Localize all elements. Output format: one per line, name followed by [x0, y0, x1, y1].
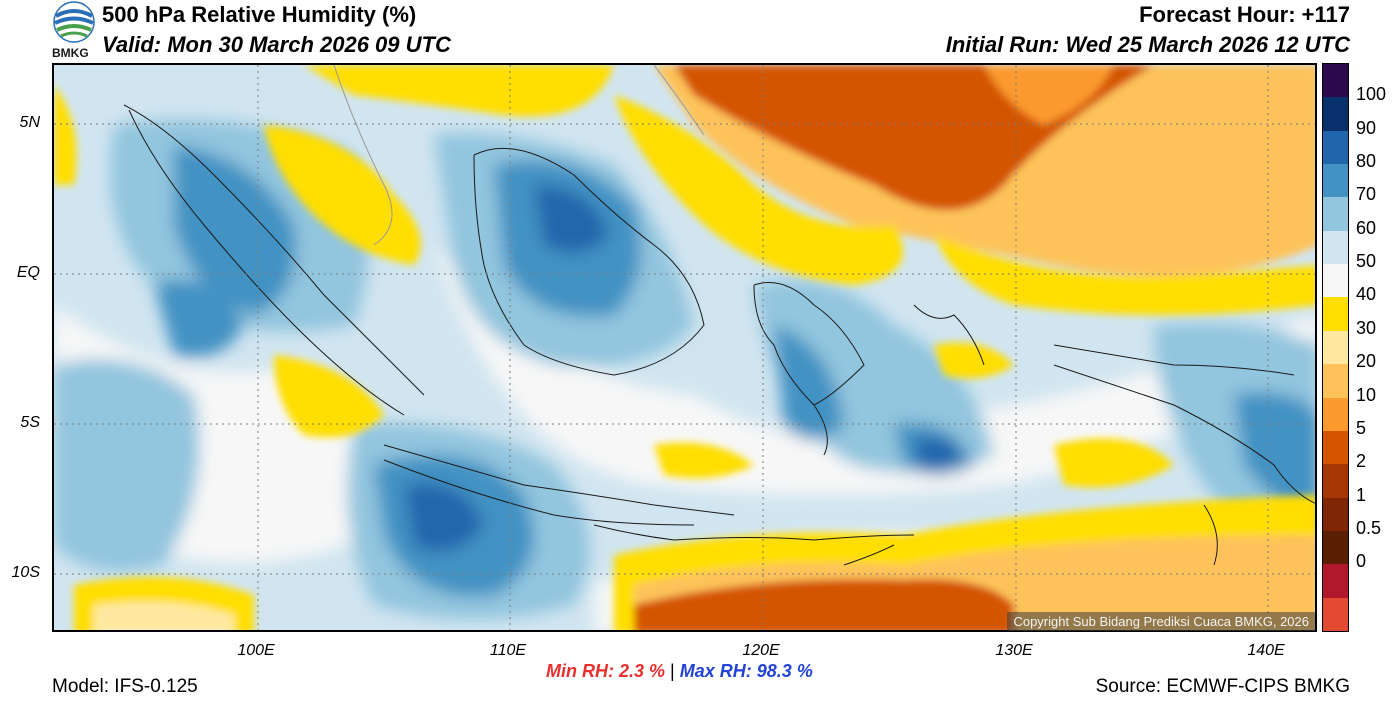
colorbar-swatch [1323, 530, 1348, 565]
colorbar-swatch [1323, 364, 1348, 399]
colorbar-label: 0 [1356, 551, 1367, 572]
min-rh-label: Min RH: [546, 661, 614, 681]
colorbar-swatch [1323, 397, 1348, 432]
colorbar-label: 5 [1356, 417, 1367, 438]
colorbar-label: 90 [1356, 117, 1377, 138]
colorbar-label: 1 [1356, 484, 1367, 505]
colorbar-swatch [1323, 130, 1348, 165]
copyright-notice: Copyright Sub Bidang Prediksi Cuaca BMKG… [1007, 612, 1315, 631]
lat-label-10s: 10S [11, 564, 40, 581]
humidity-map[interactable] [52, 63, 1317, 632]
forecast-hour: Forecast Hour: +117 [1139, 2, 1350, 27]
colorbar-swatch [1323, 497, 1348, 532]
max-rh-label: Max RH: [679, 661, 752, 681]
colorbar-swatch [1323, 464, 1348, 499]
colorbar-label: 30 [1356, 317, 1377, 338]
lat-label-eq: EQ [16, 264, 40, 281]
colorbar-label: 10 [1356, 384, 1377, 405]
colorbar-label: 40 [1356, 284, 1377, 305]
initial-run: Initial Run: Wed 25 March 2026 12 UTC [945, 32, 1350, 57]
colorbar-label: 80 [1356, 151, 1377, 172]
lon-label-120e: 120E [742, 642, 780, 659]
colorbar [1322, 63, 1349, 632]
lon-label-110e: 110E [489, 642, 527, 659]
colorbar-label: 20 [1356, 351, 1377, 372]
lon-label-140e: 140E [1247, 642, 1285, 659]
colorbar-swatch [1323, 297, 1348, 332]
lon-label-100e: 100E [237, 642, 275, 659]
lat-label-5n: 5N [19, 114, 40, 131]
colorbar-label: 0.5 [1356, 517, 1382, 538]
colorbar-label: 50 [1356, 251, 1377, 272]
colorbar-label: 60 [1356, 217, 1377, 238]
colorbar-swatch [1323, 330, 1348, 365]
chart-title: 500 hPa Relative Humidity (%) [102, 2, 417, 27]
colorbar-swatch [1323, 264, 1348, 298]
colorbar-swatch [1323, 164, 1348, 198]
min-max-stats: Min RH: 2.3 % | Max RH: 98.3 % [546, 661, 813, 682]
colorbar-label: 2 [1356, 451, 1367, 472]
colorbar-swatch [1323, 97, 1348, 132]
colorbar-swatch [1323, 430, 1348, 465]
stats-separator: | [670, 661, 675, 681]
humidity-field [54, 65, 1315, 630]
logo-text: BMKG [52, 46, 89, 60]
colorbar-label: 70 [1356, 184, 1377, 205]
max-rh-value: 98.3 % [756, 661, 813, 681]
model-label: Model: IFS-0.125 [52, 676, 198, 697]
lat-label-5s: 5S [20, 414, 40, 431]
colorbar-swatch [1323, 230, 1348, 265]
valid-time: Valid: Mon 30 March 2026 09 UTC [102, 32, 451, 57]
colorbar-label: 100 [1356, 84, 1387, 105]
colorbar-swatch [1323, 597, 1348, 632]
coastlines [123, 104, 1315, 566]
min-rh-value: 2.3 % [619, 661, 666, 681]
lon-label-130e: 130E [995, 642, 1033, 659]
colorbar-swatch [1323, 197, 1348, 232]
source-label: Source: ECMWF-CIPS BMKG [1095, 676, 1350, 697]
bmkg-logo [50, 0, 98, 60]
colorbar-swatch [1323, 564, 1348, 599]
colorbar-swatch [1323, 64, 1348, 98]
